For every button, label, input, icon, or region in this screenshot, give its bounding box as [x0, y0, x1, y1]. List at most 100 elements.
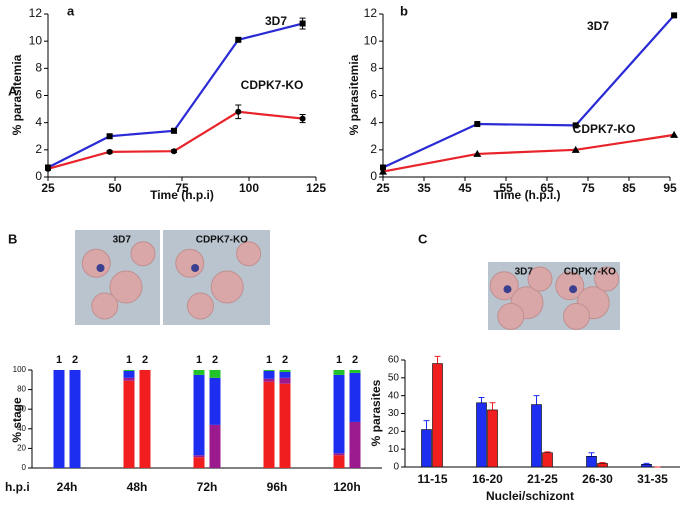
cell — [91, 292, 119, 320]
series-name: 3D7 — [265, 14, 287, 28]
marker — [235, 36, 242, 43]
marker — [299, 115, 306, 122]
series-line — [382, 14, 675, 169]
error-bar — [423, 420, 430, 430]
bar — [421, 429, 432, 468]
group-label: 24h — [57, 480, 78, 494]
group-label: 96h — [267, 480, 288, 494]
cell — [186, 292, 214, 320]
bar-label: 2 — [212, 354, 218, 366]
marker — [170, 127, 177, 134]
y-tick-label: 6 — [35, 88, 42, 102]
bar-segment — [349, 421, 361, 468]
y-tick-label: 0 — [35, 169, 42, 183]
x-tick-label: 11-15 — [417, 472, 447, 486]
y-tick-label: 100 — [13, 365, 27, 374]
bar-segment — [263, 370, 275, 379]
x-tick-label: 31-35 — [637, 472, 668, 486]
x-tick-label: 125 — [306, 181, 326, 195]
y-tick-label: 8 — [35, 61, 42, 75]
bar-segment — [53, 370, 65, 468]
group-label: 120h — [333, 480, 360, 494]
y-tick-label: 2 — [370, 142, 377, 156]
x-tick-label: 35 — [417, 181, 431, 195]
bar-label: 2 — [142, 354, 148, 366]
x-tick-label: 25 — [41, 181, 55, 195]
x-tick-label: 65 — [540, 181, 554, 195]
bar-label: 1 — [266, 354, 272, 366]
x-tick-label: 26-30 — [582, 472, 613, 486]
cell — [210, 270, 244, 304]
marker — [670, 130, 679, 138]
bar — [531, 404, 542, 468]
cell — [130, 241, 156, 267]
image-label: 3D7 — [515, 267, 534, 278]
cell — [527, 266, 553, 292]
bar — [487, 409, 498, 468]
bar-label: 1 — [56, 354, 62, 366]
bar-segment — [333, 370, 345, 375]
panel-label: b — [400, 3, 408, 18]
y-axis-label: % parasitemia — [347, 54, 361, 135]
cell — [594, 266, 620, 292]
x-tick-label: 16-20 — [472, 472, 503, 486]
bar-segment — [69, 370, 81, 468]
bar-segment — [139, 370, 151, 468]
marker — [299, 20, 306, 27]
series-line — [47, 22, 303, 169]
y-tick-label: 60 — [17, 404, 26, 413]
x-tick-label: 75 — [175, 181, 189, 195]
y-tick-label: 20 — [17, 444, 26, 453]
x-axis-label: h.p.i — [5, 480, 30, 494]
bar — [432, 363, 443, 468]
marker — [235, 108, 242, 115]
x-tick-label: 55 — [499, 181, 513, 195]
marker — [572, 122, 579, 129]
y-tick-label: 30 — [388, 408, 400, 419]
error-bar — [434, 355, 441, 364]
error-bar — [489, 402, 496, 410]
series-name: CDPK7-KO — [573, 122, 636, 136]
y-axis-label: % parasites — [369, 379, 383, 446]
y-tick-label: 0 — [393, 462, 399, 473]
y-axis-label: % parasitemia — [10, 54, 24, 135]
y-tick-label: 40 — [388, 390, 400, 401]
bar-label: 1 — [196, 354, 202, 366]
y-tick-label: 12 — [364, 6, 378, 20]
y-tick-label: 4 — [370, 115, 377, 129]
error-bar — [588, 452, 595, 457]
y-tick-label: 6 — [370, 88, 377, 102]
bar-segment — [123, 370, 135, 378]
image-label: CDPK7-KO — [196, 235, 248, 246]
cell — [109, 270, 143, 304]
bar-segment — [263, 381, 275, 468]
marker — [170, 148, 177, 155]
x-tick-label: 25 — [376, 181, 390, 195]
cell — [555, 271, 585, 301]
y-tick-label: 8 — [370, 61, 377, 75]
bar-segment — [123, 370, 135, 371]
x-tick-label: 95 — [663, 181, 677, 195]
marker — [380, 164, 386, 171]
x-axis-label: Time (h.p.i) — [150, 188, 214, 202]
x-tick-label: 85 — [622, 181, 636, 195]
bar-segment — [123, 377, 135, 381]
y-tick-label: 12 — [29, 6, 43, 20]
marker — [106, 133, 113, 140]
bar-segment — [209, 424, 221, 468]
x-tick-label: 45 — [458, 181, 472, 195]
series-line — [382, 133, 675, 173]
group-label: 72h — [197, 480, 218, 494]
x-tick-label: 100 — [239, 181, 259, 195]
series-line — [47, 110, 303, 170]
marker — [571, 145, 580, 153]
bar-label: 1 — [336, 354, 342, 366]
bar-label: 1 — [126, 354, 132, 366]
cell — [497, 302, 525, 330]
bar — [641, 464, 652, 468]
bar-segment — [279, 371, 291, 378]
bar-segment — [333, 455, 345, 468]
x-axis-label: Time (h.p.i.) — [493, 188, 560, 202]
y-axis-label: % stage — [10, 397, 24, 443]
x-tick-label: 50 — [108, 181, 122, 195]
